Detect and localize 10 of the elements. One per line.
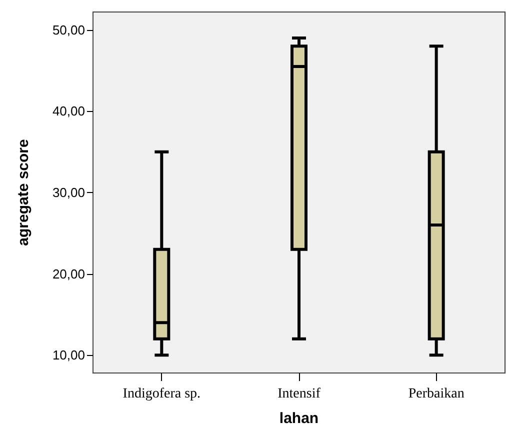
x-tick-label: Indigofera sp. (122, 386, 201, 402)
y-tick-label: 50,00 (52, 22, 85, 38)
x-axis-title: lahan (279, 410, 319, 427)
y-tick-label: 10,00 (52, 348, 85, 363)
y-axis-title: agregate score (15, 139, 32, 246)
x-tick-label: Perbaikan (408, 386, 464, 402)
y-tick-label: 30,00 (52, 185, 85, 200)
y-tick-label: 20,00 (52, 266, 85, 282)
y-tick-label: 40,00 (52, 104, 85, 119)
x-tick-label: Intensif (278, 386, 321, 402)
